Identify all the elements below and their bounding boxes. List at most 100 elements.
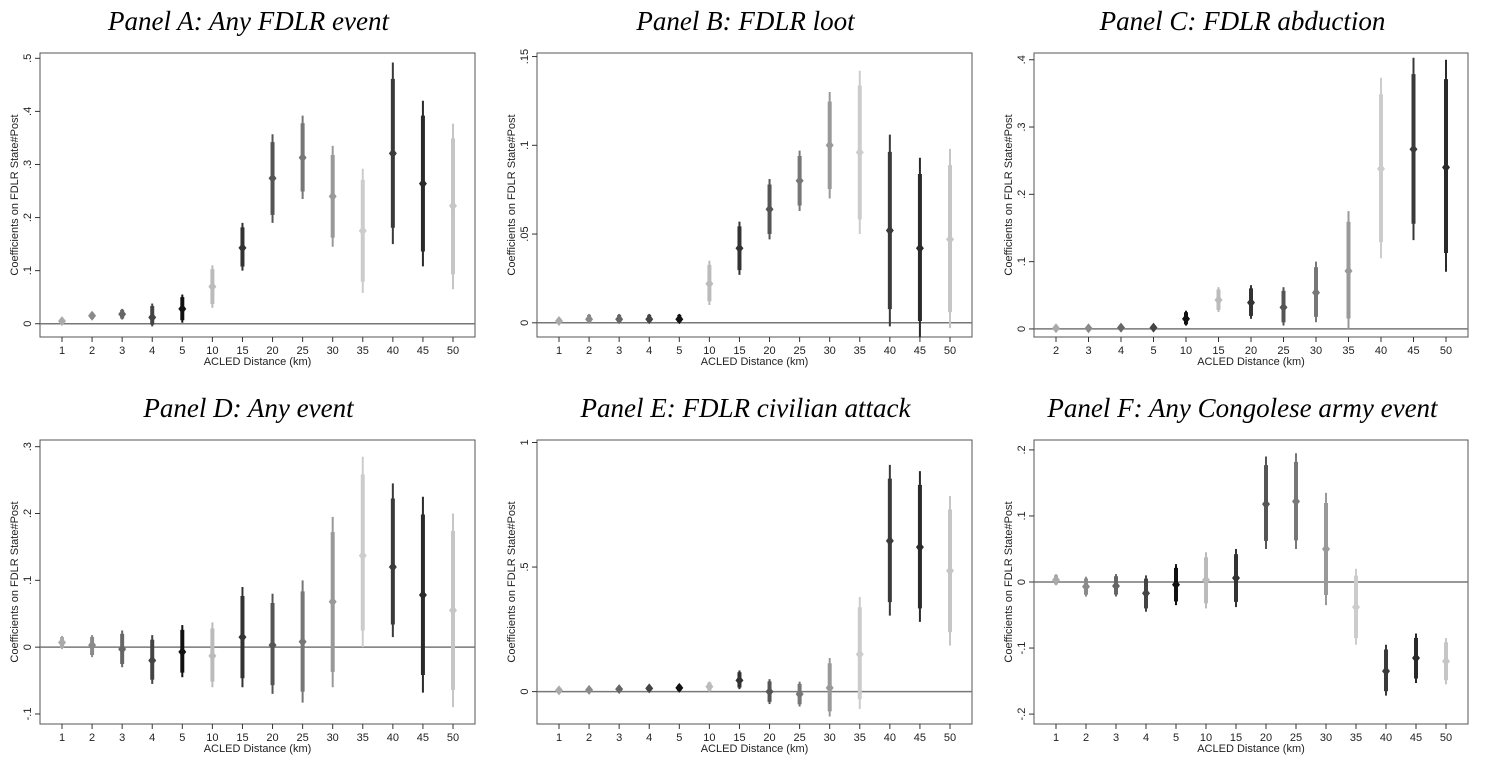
x-tick-label: 30 xyxy=(1310,345,1322,357)
data-point xyxy=(298,636,307,647)
y-tick-label: .2 xyxy=(1016,190,1028,199)
data-point xyxy=(615,684,624,695)
panel-b: Panel B: FDLR loot 0.05.1.15 1 2 3 4 5 10 15 20 2… xyxy=(497,0,994,387)
plot-frame xyxy=(536,439,973,725)
panel-title: Panel C: FDLR abduction xyxy=(1099,6,1386,36)
y-tick-label: .1 xyxy=(1016,511,1028,520)
y-tick-label: .1 xyxy=(1016,257,1028,266)
x-tick-label: 3 xyxy=(1085,345,1091,357)
data-point xyxy=(1412,652,1420,663)
panel-title: Panel B: FDLR loot xyxy=(636,6,855,36)
x-tick-label: 2 xyxy=(586,345,592,357)
y-tick-label: 0 xyxy=(519,689,531,695)
data-point xyxy=(795,689,804,700)
panel-c: Panel C: FDLR abduction 0.1.2.3.4 2 3 4 5 10 1… xyxy=(994,0,1490,387)
x-axis-label: ACLED Distance (km) xyxy=(204,356,312,368)
data-point xyxy=(208,650,217,661)
x-tick-label: 10 xyxy=(1180,345,1192,357)
data-point xyxy=(88,310,97,321)
x-tick-label: 5 xyxy=(676,345,682,357)
x-tick-label: 40 xyxy=(387,345,399,357)
data-point xyxy=(1084,323,1093,334)
data-point xyxy=(88,640,97,651)
x-tick-label: 50 xyxy=(447,732,459,744)
data-point xyxy=(555,316,563,327)
data-point xyxy=(1142,588,1150,599)
x-tick-label: 2 xyxy=(1053,345,1059,357)
x-tick-label: 3 xyxy=(616,345,622,357)
x-tick-label: 25 xyxy=(793,345,805,357)
x-tick-label: 1 xyxy=(1053,732,1059,744)
x-tick-label: 2 xyxy=(586,732,592,744)
x-tick-label: 50 xyxy=(447,345,459,357)
x-tick-label: 35 xyxy=(1350,732,1362,744)
x-tick-label: 35 xyxy=(357,732,369,744)
x-tick-label: 5 xyxy=(179,345,185,357)
panel-a: Panel A: Any FDLR event 0.1.2.3.4.5 1 2 3 4 5… xyxy=(0,0,497,387)
x-tick-label: 50 xyxy=(944,345,956,357)
data-point xyxy=(268,640,277,651)
data-point xyxy=(675,682,684,693)
x-tick-label: 2 xyxy=(1083,732,1089,744)
x-tick-label: 5 xyxy=(1150,345,1156,357)
data-point xyxy=(855,649,864,660)
x-tick-label: 50 xyxy=(1440,345,1452,357)
panel-a-plot: 0.1.2.3.4.51 2 3 4 5 10 15 20 25 30 35 40 45 50ACLED … xyxy=(9,52,476,368)
y-tick-label: .2 xyxy=(22,509,34,518)
data-point xyxy=(268,173,277,184)
x-tick-label: 45 xyxy=(1410,732,1422,744)
data-point xyxy=(328,596,337,607)
x-tick-label: 40 xyxy=(387,732,399,744)
x-tick-label: 25 xyxy=(296,345,308,357)
panel-d: Panel D: Any event -.1 0.1.2.3 1 2 3 4 5 10 15 20… xyxy=(0,387,497,774)
data-point xyxy=(735,243,744,254)
data-point xyxy=(1409,144,1418,155)
data-point xyxy=(1052,323,1060,334)
x-tick-label: 10 xyxy=(206,345,218,357)
y-tick-label: .2 xyxy=(1016,445,1028,454)
x-tick-label: 35 xyxy=(854,732,866,744)
x-tick-label: 30 xyxy=(327,345,339,357)
data-point xyxy=(358,550,367,561)
data-point xyxy=(615,314,624,325)
data-point xyxy=(238,632,247,643)
data-point xyxy=(645,314,654,325)
x-tick-label: 40 xyxy=(884,345,896,357)
y-tick-label: -.2 xyxy=(1016,708,1028,721)
panel-f: Panel F: Any Congolese army event -.2 -.1… xyxy=(994,387,1490,774)
data-point xyxy=(1352,602,1360,613)
panel-title: Panel E: FDLR civilian attack xyxy=(580,393,911,423)
x-tick-label: 45 xyxy=(914,732,926,744)
x-tick-label: 40 xyxy=(884,732,896,744)
x-tick-label: 30 xyxy=(327,732,339,744)
x-tick-label: 4 xyxy=(149,345,155,357)
x-tick-label: 45 xyxy=(417,345,429,357)
data-point xyxy=(178,303,187,314)
y-tick-label: 0 xyxy=(22,321,34,327)
x-tick-label: 3 xyxy=(119,345,125,357)
x-tick-label: 5 xyxy=(179,732,185,744)
x-axis-label: ACLED Distance (km) xyxy=(204,743,312,755)
x-axis-label: ACLED Distance (km) xyxy=(1197,356,1305,368)
x-tick-label: 25 xyxy=(1290,732,1302,744)
x-tick-label: 30 xyxy=(824,345,836,357)
data-point xyxy=(1442,162,1450,173)
x-tick-label: 35 xyxy=(357,345,369,357)
x-tick-label: 15 xyxy=(236,345,248,357)
x-tick-label: 1 xyxy=(59,345,65,357)
y-tick-label: .4 xyxy=(22,107,34,116)
x-tick-label: 20 xyxy=(1245,345,1257,357)
data-point xyxy=(1312,287,1320,298)
data-point xyxy=(1149,322,1158,333)
data-point xyxy=(1182,313,1190,324)
data-point xyxy=(1262,499,1270,510)
y-tick-label: -.1 xyxy=(1016,642,1028,655)
y-tick-label: .3 xyxy=(22,160,34,169)
y-tick-label: .05 xyxy=(519,226,531,241)
data-point xyxy=(795,175,804,186)
data-point xyxy=(1322,543,1330,554)
y-tick-label: .15 xyxy=(519,49,531,64)
data-point xyxy=(148,655,157,666)
